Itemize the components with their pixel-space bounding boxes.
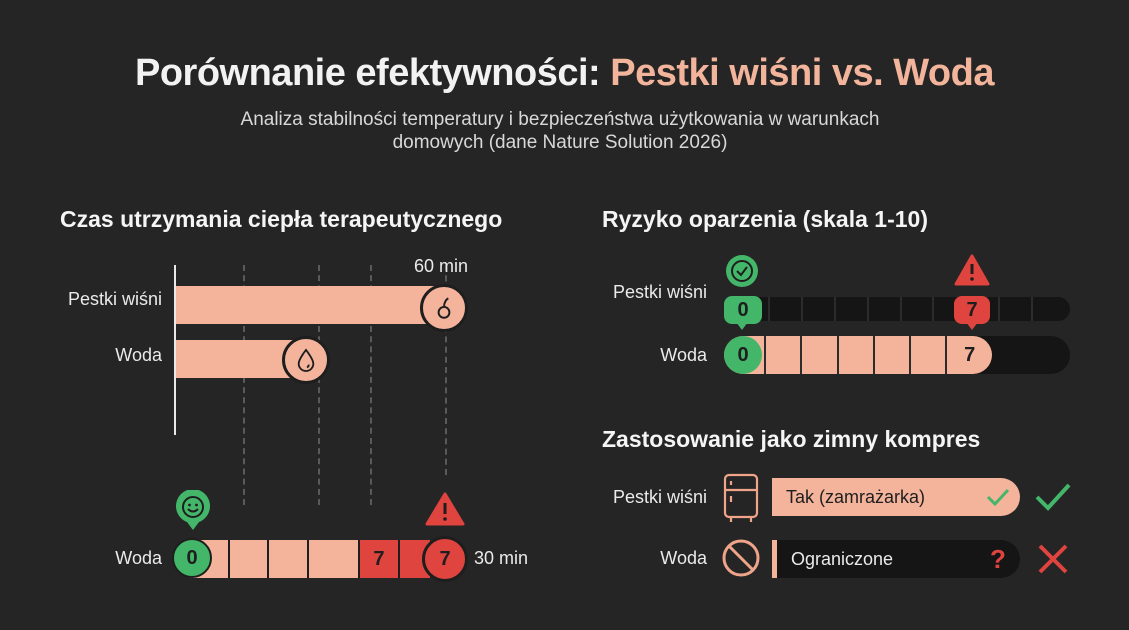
cold-value-woda-text: Ograniczone — [791, 548, 894, 569]
pointer — [966, 322, 978, 330]
subtitle-line-1: Analiza stabilności temperatury i bezpie… — [240, 109, 880, 130]
risk-label-woda: Woda — [660, 345, 707, 365]
risk-end-badge: 7 — [422, 536, 468, 582]
risk-mid-value: 7 — [373, 547, 385, 570]
subtitle-line-2: domowych (dane Nature Solution 2026) — [392, 132, 728, 153]
risk-low-pestki: 0 — [724, 296, 762, 324]
warning-icon-risk — [954, 254, 990, 291]
risk-track-pestki — [724, 297, 1070, 321]
fridge-icon — [722, 472, 760, 529]
bar-pestki — [176, 286, 446, 324]
title-highlight: Pestki wiśni vs. Woda — [610, 52, 994, 94]
cross-icon — [1036, 542, 1070, 581]
cold-label-pestki: Pestki wiśni — [612, 487, 707, 507]
warning-icon — [425, 492, 465, 531]
check-icon — [1034, 480, 1072, 519]
question-icon: ? — [990, 544, 1006, 574]
y-axis-line — [174, 265, 176, 435]
heat-chart-title: Czas utrzymania ciepła terapeutycznego — [60, 206, 503, 232]
risk-chart-title: Ryzyko oparzenia (skala 1-10) — [602, 206, 928, 232]
risk-strip: 7 — [190, 540, 430, 578]
row-label-woda-risk: Woda — [115, 548, 162, 568]
gridline — [445, 265, 447, 475]
smiley-icon — [174, 489, 212, 530]
gridline — [318, 265, 320, 505]
value-label-60: 60 min — [414, 256, 469, 276]
cold-value-woda: Ograniczone — [772, 540, 1020, 578]
gridline — [370, 265, 372, 505]
risk-low-woda: 0 — [724, 336, 762, 374]
cold-title: Zastosowanie jako zimny kompres — [602, 426, 981, 452]
page-subtitle: Analiza stabilności temperatury i bezpie… — [160, 108, 960, 154]
risk-fill-woda: 7 — [724, 336, 992, 374]
cold-value-pestki: Tak (zamrażarka) — [772, 478, 1020, 516]
prohibited-icon — [721, 538, 761, 583]
risk-high-pestki: 7 — [954, 296, 990, 324]
cherry-icon — [420, 284, 468, 332]
page-title: Porównanie efektywności: Pestki wiśni vs… — [0, 52, 1129, 95]
gridline — [243, 265, 245, 505]
row-label-woda: Woda — [115, 345, 162, 365]
risk-high-woda: 7 — [964, 343, 976, 366]
check-circle-icon — [726, 255, 758, 292]
risk-start-badge: 0 — [172, 538, 212, 578]
pointer — [736, 322, 748, 330]
water-drop-icon — [282, 336, 330, 384]
small-check-icon — [985, 486, 1011, 513]
title-main: Porównanie efektywności: — [134, 52, 611, 94]
value-label-30: 30 min — [474, 548, 529, 568]
cold-label-woda: Woda — [660, 548, 707, 568]
cold-value-pestki-text: Tak (zamrażarka) — [786, 486, 926, 507]
row-label-pestki: Pestki wiśni — [67, 289, 162, 309]
risk-label-pestki: Pestki wiśni — [612, 282, 707, 302]
